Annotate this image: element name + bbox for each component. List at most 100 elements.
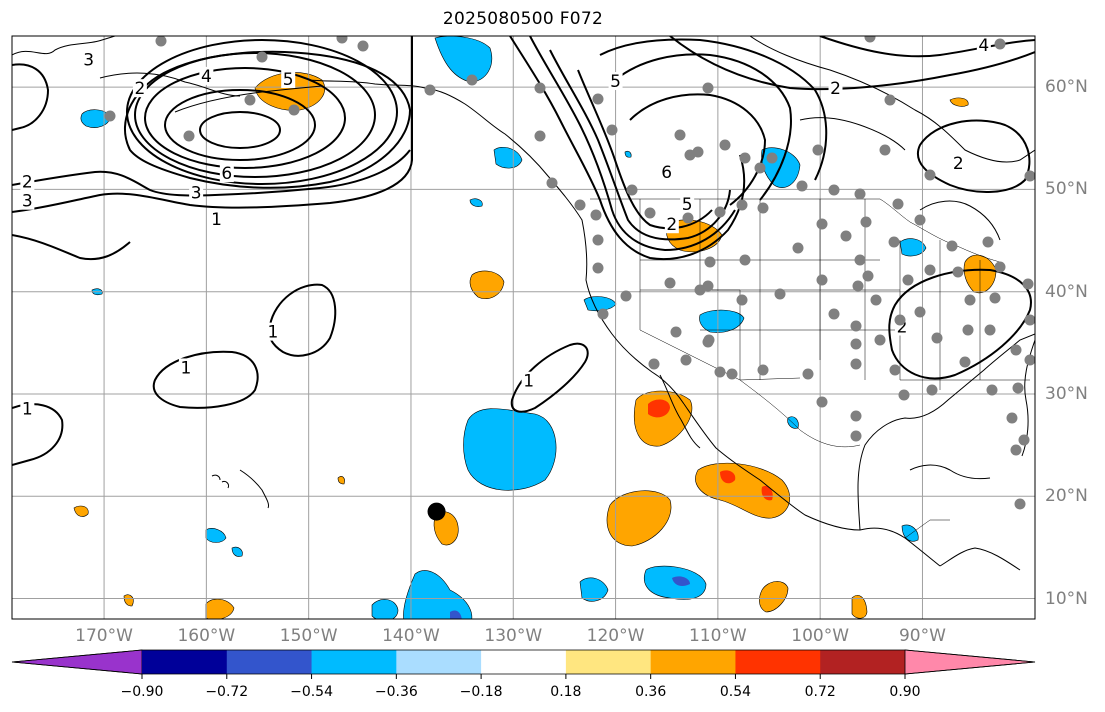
station-dot — [466, 74, 478, 86]
station-dot — [812, 144, 824, 156]
station-dot — [854, 188, 866, 200]
station-dot — [994, 38, 1006, 50]
station-dot — [736, 199, 748, 211]
station-dot — [850, 338, 862, 350]
contour-label-bg — [189, 183, 204, 202]
longitude-label: 110°W — [688, 626, 747, 646]
contour-label-bg — [20, 399, 35, 418]
station-dot — [774, 288, 786, 300]
station-dot — [959, 356, 971, 368]
station-dot — [534, 130, 546, 142]
station-dot — [739, 254, 751, 266]
station-dot — [606, 124, 618, 136]
station-dot — [902, 274, 914, 286]
station-dot — [1022, 278, 1034, 290]
contour-label: 2 — [953, 154, 964, 174]
station-dot — [994, 261, 1006, 273]
station-dot — [714, 206, 726, 218]
station-dot — [757, 202, 769, 214]
station-dot — [854, 254, 866, 266]
station-dot — [914, 214, 926, 226]
station-dot — [674, 129, 686, 141]
contour-label: 1 — [267, 323, 278, 343]
station-dot — [680, 354, 692, 366]
colorbar-segment — [481, 650, 567, 674]
station-dot — [682, 212, 694, 224]
station-dot — [792, 242, 804, 254]
contour-label-bg — [976, 36, 991, 55]
contour-label-bg — [281, 69, 296, 88]
station-dot — [889, 364, 901, 376]
contour-label: 4 — [201, 67, 212, 87]
station-dot — [931, 332, 943, 344]
latitude-label: 20°N — [1045, 486, 1088, 507]
station-dot — [739, 152, 751, 164]
contour-label: 1 — [523, 372, 534, 392]
station-dot — [357, 40, 369, 52]
station-dot — [952, 266, 964, 278]
contour-label-bg — [132, 79, 147, 98]
station-dot — [1010, 344, 1022, 356]
contour-label-bg — [521, 371, 536, 390]
station-dot — [989, 292, 1001, 304]
station-dot — [592, 234, 604, 246]
contour-label-bg — [209, 210, 224, 229]
colorbar-tick-label: 0.18 — [550, 684, 582, 700]
contour-label: 3 — [191, 184, 202, 204]
station-dot — [898, 389, 910, 401]
station-dot — [1024, 314, 1035, 326]
station-dot — [702, 280, 714, 292]
station-dot — [574, 199, 586, 211]
contour-label: 5 — [610, 72, 621, 92]
contour-label: 2 — [897, 318, 908, 338]
station-dot — [828, 184, 840, 196]
station-dot — [1014, 498, 1026, 510]
storm-center-marker[interactable] — [427, 502, 446, 521]
colorbar-tick-label: −0.18 — [459, 684, 503, 700]
station-dot — [155, 36, 167, 47]
station-dot — [964, 294, 976, 306]
contour-label: 6 — [221, 164, 232, 184]
station-dot — [692, 146, 704, 158]
station-dot — [894, 314, 906, 326]
station-dot — [104, 110, 116, 122]
colorbar-tick-label: −0.90 — [120, 684, 164, 700]
contour-label-bg — [659, 163, 674, 182]
contour-label-bg — [608, 72, 623, 91]
station-dot — [1018, 434, 1030, 446]
station-dot — [702, 336, 714, 348]
station-dot — [850, 358, 862, 370]
contour-label: 2 — [830, 79, 841, 99]
contour-label: 5 — [283, 70, 294, 90]
colorbar-tick-label: −0.54 — [290, 684, 333, 700]
station-dot — [962, 324, 974, 336]
contour-label: 1 — [180, 358, 191, 378]
station-dot — [850, 320, 862, 332]
station-dot — [670, 326, 682, 338]
station-dot — [892, 198, 904, 210]
latitude-label: 50°N — [1045, 179, 1088, 200]
colorbar-segment — [396, 650, 482, 674]
station-dot — [924, 169, 936, 181]
contour-label: 3 — [83, 51, 94, 71]
station-dot — [719, 139, 731, 151]
station-dot — [1012, 382, 1024, 394]
station-dot — [816, 396, 828, 408]
contour-label-bg — [219, 164, 234, 183]
contour-label-bg — [680, 194, 695, 213]
station-dot — [534, 82, 546, 94]
colorbar-segment — [820, 650, 906, 674]
contour-label-bg — [199, 66, 214, 85]
station-dot — [850, 430, 862, 442]
station-dot — [590, 209, 602, 221]
contour-label-bg — [951, 153, 966, 172]
contour-label-bg — [265, 322, 280, 341]
station-dot — [424, 84, 436, 96]
station-dot — [648, 358, 660, 370]
station-dot — [874, 334, 886, 346]
contour-label: 4 — [978, 36, 989, 56]
latitude-label: 40°N — [1045, 281, 1088, 302]
station-dot — [926, 384, 938, 396]
